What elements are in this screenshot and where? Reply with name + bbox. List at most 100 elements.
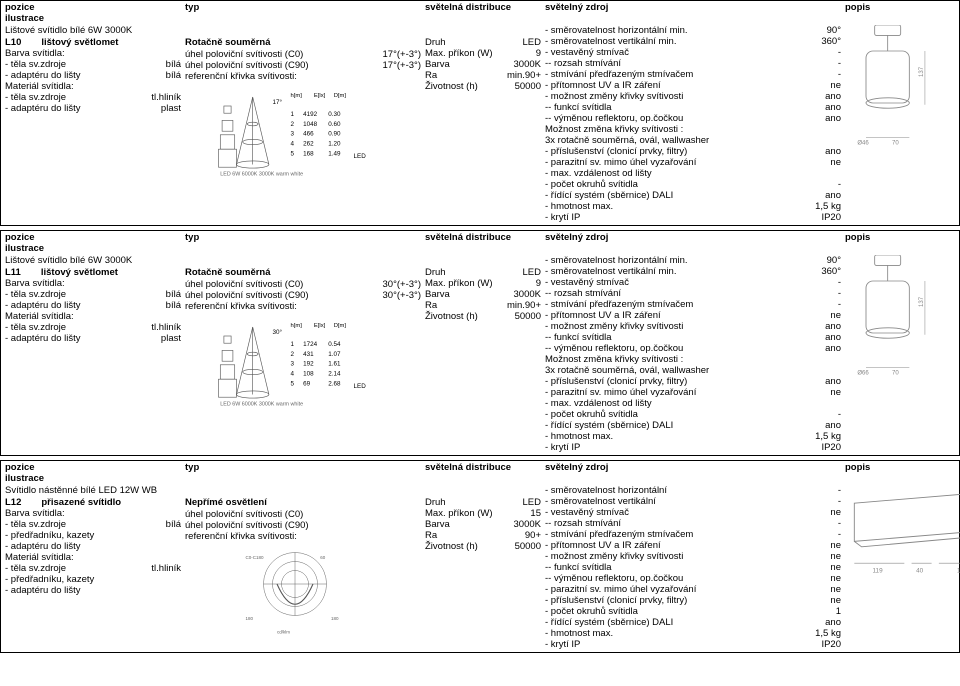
spec-value: ne [826,562,841,573]
spec-value: 3000K [510,289,541,300]
spec-label: - parazitní sv. mimo úhel vyzařování [545,157,696,168]
svg-text:2: 2 [291,121,295,128]
spec-label: - adaptéru do lišty [5,300,81,311]
spec-label: referenční křivka svítivosti: [185,301,297,312]
spec-label: - parazitní sv. mimo úhel vyzařování [545,387,696,398]
column-header: světelný zdroj [545,2,845,13]
svg-text:0.60: 0.60 [328,121,341,128]
spec-label: - těla sv.zdroje [5,322,66,333]
spec-value: 50000 [511,81,541,92]
spec-value [177,81,181,92]
spec-value: - [834,518,841,529]
spec-label: - možnost změny křivky svítivosti [545,551,683,562]
spec-value: bílá [162,519,181,530]
spec-label: - adaptéru do lišty [5,585,81,596]
svg-text:5: 5 [291,381,295,388]
spec-value: 15 [526,508,541,519]
spec-label: -- rozsah stmívání [545,518,621,529]
spec-label: Materiál svítidla: [5,552,74,563]
spec-value: plast [157,103,181,114]
spec-label: Druh [425,497,446,508]
spec-value: - [834,277,841,288]
spec-value: ano [821,190,841,201]
fixture-title: Lištové svítidlo bílé 6W 3000K [5,255,181,267]
spec-label: úhel poloviční svítivosti (C90) [185,290,309,301]
spec-label: -- funkcí svítidla [545,562,612,573]
spec-label: Max. příkon (W) [425,48,493,59]
svg-text:119: 119 [873,567,884,574]
spec-label: - předřadníku, kazety [5,574,94,585]
column-header: ilustrace [5,473,185,484]
spec-label: - hmotnost max. [545,628,613,639]
svg-text:1.07: 1.07 [328,351,341,358]
spec-label: - přítomnost UV a IR záření [545,310,661,321]
spec-label: - max. vzdálenost od lišty [545,168,652,179]
spec-value: 360° [817,36,841,47]
spec-label: - směrovatelnost vertikální min. [545,266,676,277]
fixture-title: Svítidlo nástěnné bílé LED 12W WB [5,485,181,497]
spec-value [837,124,841,135]
spec-label: -- funkcí svítidla [545,102,612,113]
spec-label: - těla sv.zdroje [5,519,66,530]
fixture-row: pozicetypsvětelná distribucesvětelný zdr… [0,460,960,653]
spec-value: ne [826,80,841,91]
spec-label: - předřadníku, kazety [5,530,94,541]
spec-label: - vestavěný stmívač [545,277,629,288]
spec-value: ano [821,617,841,628]
spec-label: - krytí IP [545,442,580,453]
spec-label: Barva [425,289,450,300]
spec-value: 9 [532,278,541,289]
spec-label: Materiál svítidla: [5,311,74,322]
spec-value: 360° [817,266,841,277]
spec-value: - [834,529,841,540]
spec-value: 3000K [510,519,541,530]
spec-value: 1 [832,606,841,617]
column-header: světelná distribuce [425,2,545,13]
svg-text:LED 6W 6000K 3000K warm white: LED 6W 6000K 3000K warm white [220,171,303,177]
spec-label: - počet okruhů svítidla [545,606,638,617]
spec-value [837,354,841,365]
spec-label: 3x rotačně souměrná, ovál, wallwasher [545,365,709,376]
spec-value: ne [826,157,841,168]
spec-label: - adaptéru do lišty [5,103,81,114]
spec-value: ano [821,376,841,387]
spec-value: - [834,179,841,190]
spec-value: 90° [823,255,841,266]
fixture-illustration: 119 40 119 65 [845,485,960,585]
spec-label: - řídící systém (sběrnice) DALI [545,617,673,628]
spec-value: ano [821,146,841,157]
spec-label: Barva [425,59,450,70]
spec-label: - vestavěný stmívač [545,507,629,518]
spec-value: 9 [532,48,541,59]
spec-value: LED [519,267,541,278]
svg-text:262: 262 [303,141,314,148]
svg-text:D[m]: D[m] [334,93,347,99]
spec-value: IP20 [817,639,841,650]
spec-value [177,541,181,552]
spec-label: Ra [425,300,437,311]
spec-value: ne [826,551,841,562]
svg-text:Ø46: Ø46 [857,141,869,147]
svg-text:180: 180 [246,616,254,621]
spec-value [417,301,421,312]
column-header: popis [845,2,955,13]
spec-value: 1,5 kg [811,431,841,442]
spec-value [417,71,421,82]
spec-label: - stmívání předřazeným stmívačem [545,529,693,540]
spec-label: referenční křivka svítivosti: [185,531,297,542]
fixture-title: Lištové svítidlo bílé 6W 3000K [5,25,181,37]
spec-value [417,520,421,531]
spec-label: Barva svítidla: [5,278,65,289]
svg-text:466: 466 [303,131,314,138]
spec-value: 1,5 kg [811,201,841,212]
spec-value: min.90+ [503,70,541,81]
svg-text:3: 3 [291,131,295,138]
spec-label: -- funkcí svítidla [545,332,612,343]
light-cone-diagram: 30° h[m]E[lx]D[m]117240.5424311.0731921.… [185,318,405,408]
spec-label: - parazitní sv. mimo úhel vyzařování [545,584,696,595]
position-code: L10 [5,37,21,48]
spec-value [417,531,421,542]
spec-label: Materiál svítidla: [5,81,74,92]
svg-text:40: 40 [916,567,924,574]
fixture-name: lištový světlomet [21,37,181,48]
